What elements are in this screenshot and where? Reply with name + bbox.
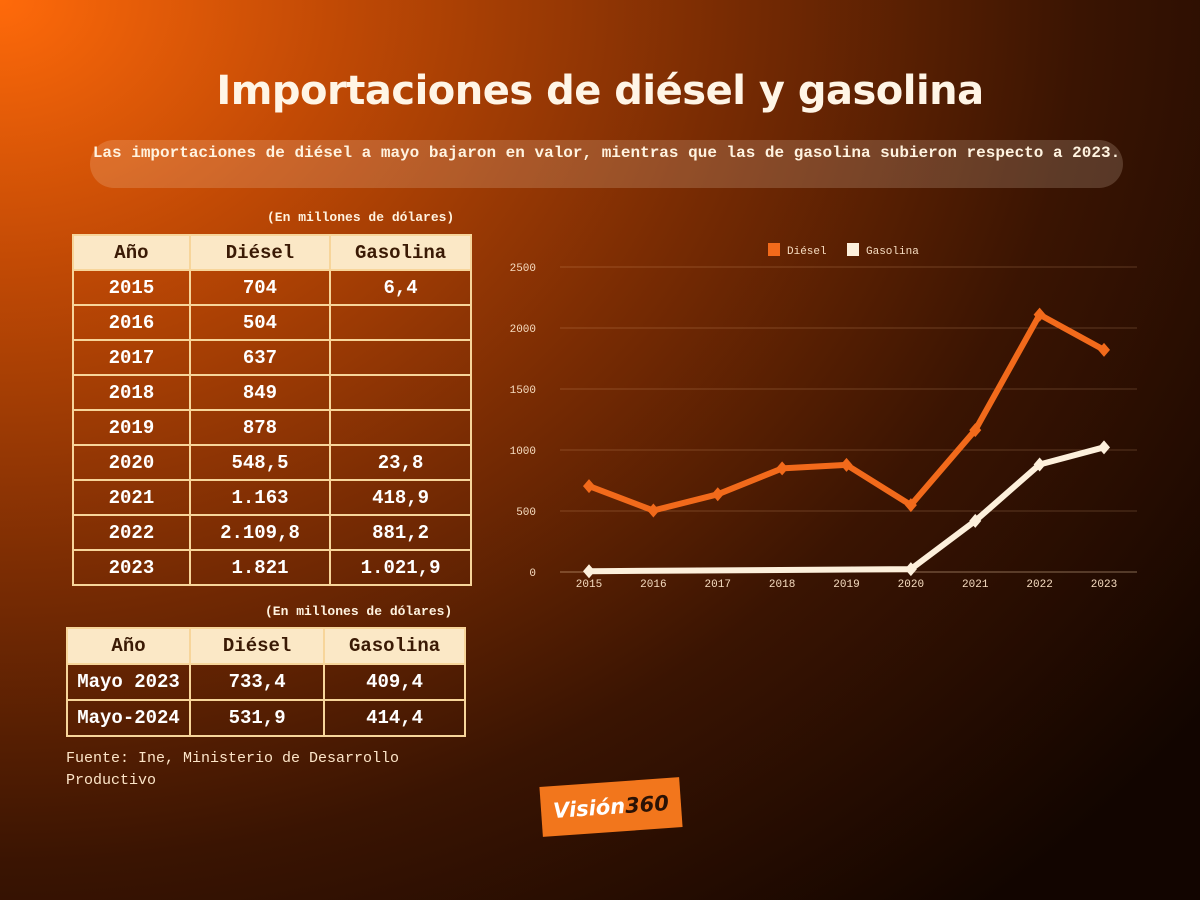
table-row: 2020 548,5 23,8 — [72, 444, 472, 481]
data-point-gasolina — [904, 562, 917, 577]
x-tick-label: 2016 — [640, 579, 666, 591]
imports-line-chart: 0 500 1000 1500 2000 2500 2015 2016 2017 2018 2019… — [510, 243, 1137, 591]
table-cell: 1.821 — [188, 549, 332, 586]
source-note: Fuente: Ine, Ministerio de Desarrollo Pr… — [66, 750, 400, 789]
column-header: Año — [65, 627, 192, 665]
x-tick-label: 2021 — [962, 579, 989, 591]
data-point-gasolina — [583, 564, 595, 579]
legend-label: Diésel — [787, 246, 827, 258]
annual-imports-table: Año Diésel Gasolina 2015 704 6,4 2016 504 2017 63… — [72, 234, 472, 586]
column-header: Año — [72, 234, 191, 271]
table-row: 2017 637 — [72, 339, 472, 376]
data-point-diésel — [904, 498, 917, 513]
table-cell — [329, 374, 472, 411]
legend-swatch-gasolina — [847, 243, 859, 256]
x-tick-label: 2018 — [769, 579, 795, 591]
table-row: 2019 878 — [72, 409, 472, 446]
series-line-diésel — [587, 311, 1106, 514]
data-point-diésel — [840, 457, 853, 472]
table-cell: 2021 — [72, 479, 191, 516]
table-row: 2022 2.109,8 881,2 — [72, 514, 472, 551]
subtitle: Las importaciones de diésel a mayo bajar… — [90, 140, 1123, 188]
data-point-diésel — [776, 461, 789, 476]
legend-swatch-diésel — [768, 243, 780, 256]
y-tick-label: 1500 — [510, 385, 536, 397]
y-tick-label: 0 — [529, 568, 536, 580]
table-cell: 637 — [188, 339, 332, 376]
column-header: Gasolina — [329, 234, 472, 271]
table-row: 2018 849 — [72, 374, 472, 411]
table-cell — [329, 339, 472, 376]
table-cell: 414,4 — [323, 699, 466, 737]
table-cell: 733,4 — [189, 663, 326, 701]
column-header: Gasolina — [323, 627, 466, 665]
annual-table-unit: (En millones de dólares) — [267, 210, 455, 225]
y-tick-label: 2500 — [510, 263, 536, 275]
column-header: Diésel — [189, 627, 326, 665]
table-cell: 2018 — [72, 374, 191, 411]
data-point-diésel — [969, 423, 982, 438]
table-cell: 2015 — [72, 269, 191, 306]
table-cell: 531,9 — [189, 699, 326, 737]
x-tick-label: 2022 — [1026, 579, 1052, 591]
table-cell: 704 — [188, 269, 332, 306]
vision360-logo: Visión 360 — [539, 777, 683, 837]
logo-text-a: Visión — [552, 794, 626, 824]
table-cell: 2.109,8 — [188, 514, 332, 551]
y-tick-label: 500 — [516, 507, 536, 519]
data-point-diésel — [1033, 307, 1046, 322]
x-tick-label: 2020 — [898, 579, 924, 591]
table-cell: Mayo-2024 — [65, 699, 192, 737]
table-cell: 548,5 — [188, 444, 332, 481]
table-cell — [329, 409, 472, 446]
may-imports-table: Año Diésel Gasolina Mayo 2023 733,4 409,4 Mayo… — [65, 627, 466, 737]
x-tick-label: 2015 — [576, 579, 602, 591]
table-cell: 418,9 — [329, 479, 472, 516]
page-title: Importaciones de diésel y gasolina — [216, 68, 984, 114]
table-cell: 849 — [188, 374, 332, 411]
data-point-diésel — [583, 479, 595, 494]
data-point-gasolina — [1098, 440, 1110, 455]
table-cell: 1.163 — [188, 479, 332, 516]
table-cell: 2019 — [72, 409, 191, 446]
table-cell: 2016 — [72, 304, 191, 341]
data-point-gasolina — [1033, 457, 1046, 472]
x-tick-label: 2017 — [705, 579, 731, 591]
logo-text-b: 360 — [624, 790, 670, 818]
table-cell: 2022 — [72, 514, 191, 551]
table-cell: 2023 — [72, 549, 191, 586]
table-row: 2023 1.821 1.021,9 — [72, 549, 472, 586]
data-point-diésel — [1098, 342, 1110, 357]
table-cell: 1.021,9 — [329, 549, 472, 586]
table-row: Mayo-2024 531,9 414,4 — [65, 699, 466, 737]
table-cell: 881,2 — [329, 514, 472, 551]
table-cell: Mayo 2023 — [65, 663, 192, 701]
table-cell: 504 — [188, 304, 332, 341]
y-tick-label: 2000 — [510, 324, 536, 336]
table-cell: 23,8 — [329, 444, 472, 481]
may-table-unit: (En millones de dólares) — [265, 604, 453, 619]
table-cell: 878 — [188, 409, 332, 446]
table-row: Mayo 2023 733,4 409,4 — [65, 663, 466, 701]
table-row: 2016 504 — [72, 304, 472, 341]
x-tick-label: 2023 — [1091, 579, 1117, 591]
table-cell: 2017 — [72, 339, 191, 376]
table-cell: 6,4 — [329, 269, 472, 306]
data-point-gasolina — [969, 513, 982, 528]
y-tick-label: 1000 — [510, 446, 536, 458]
table-row: 2015 704 6,4 — [72, 269, 472, 306]
data-point-diésel — [711, 487, 724, 502]
x-tick-label: 2019 — [833, 579, 859, 591]
column-header: Diésel — [188, 234, 332, 271]
data-point-diésel — [647, 503, 660, 518]
legend-label: Gasolina — [866, 246, 919, 258]
table-row: 2021 1.163 418,9 — [72, 479, 472, 516]
table-cell: 2020 — [72, 444, 191, 481]
table-cell: 409,4 — [323, 663, 466, 701]
table-cell — [329, 304, 472, 341]
